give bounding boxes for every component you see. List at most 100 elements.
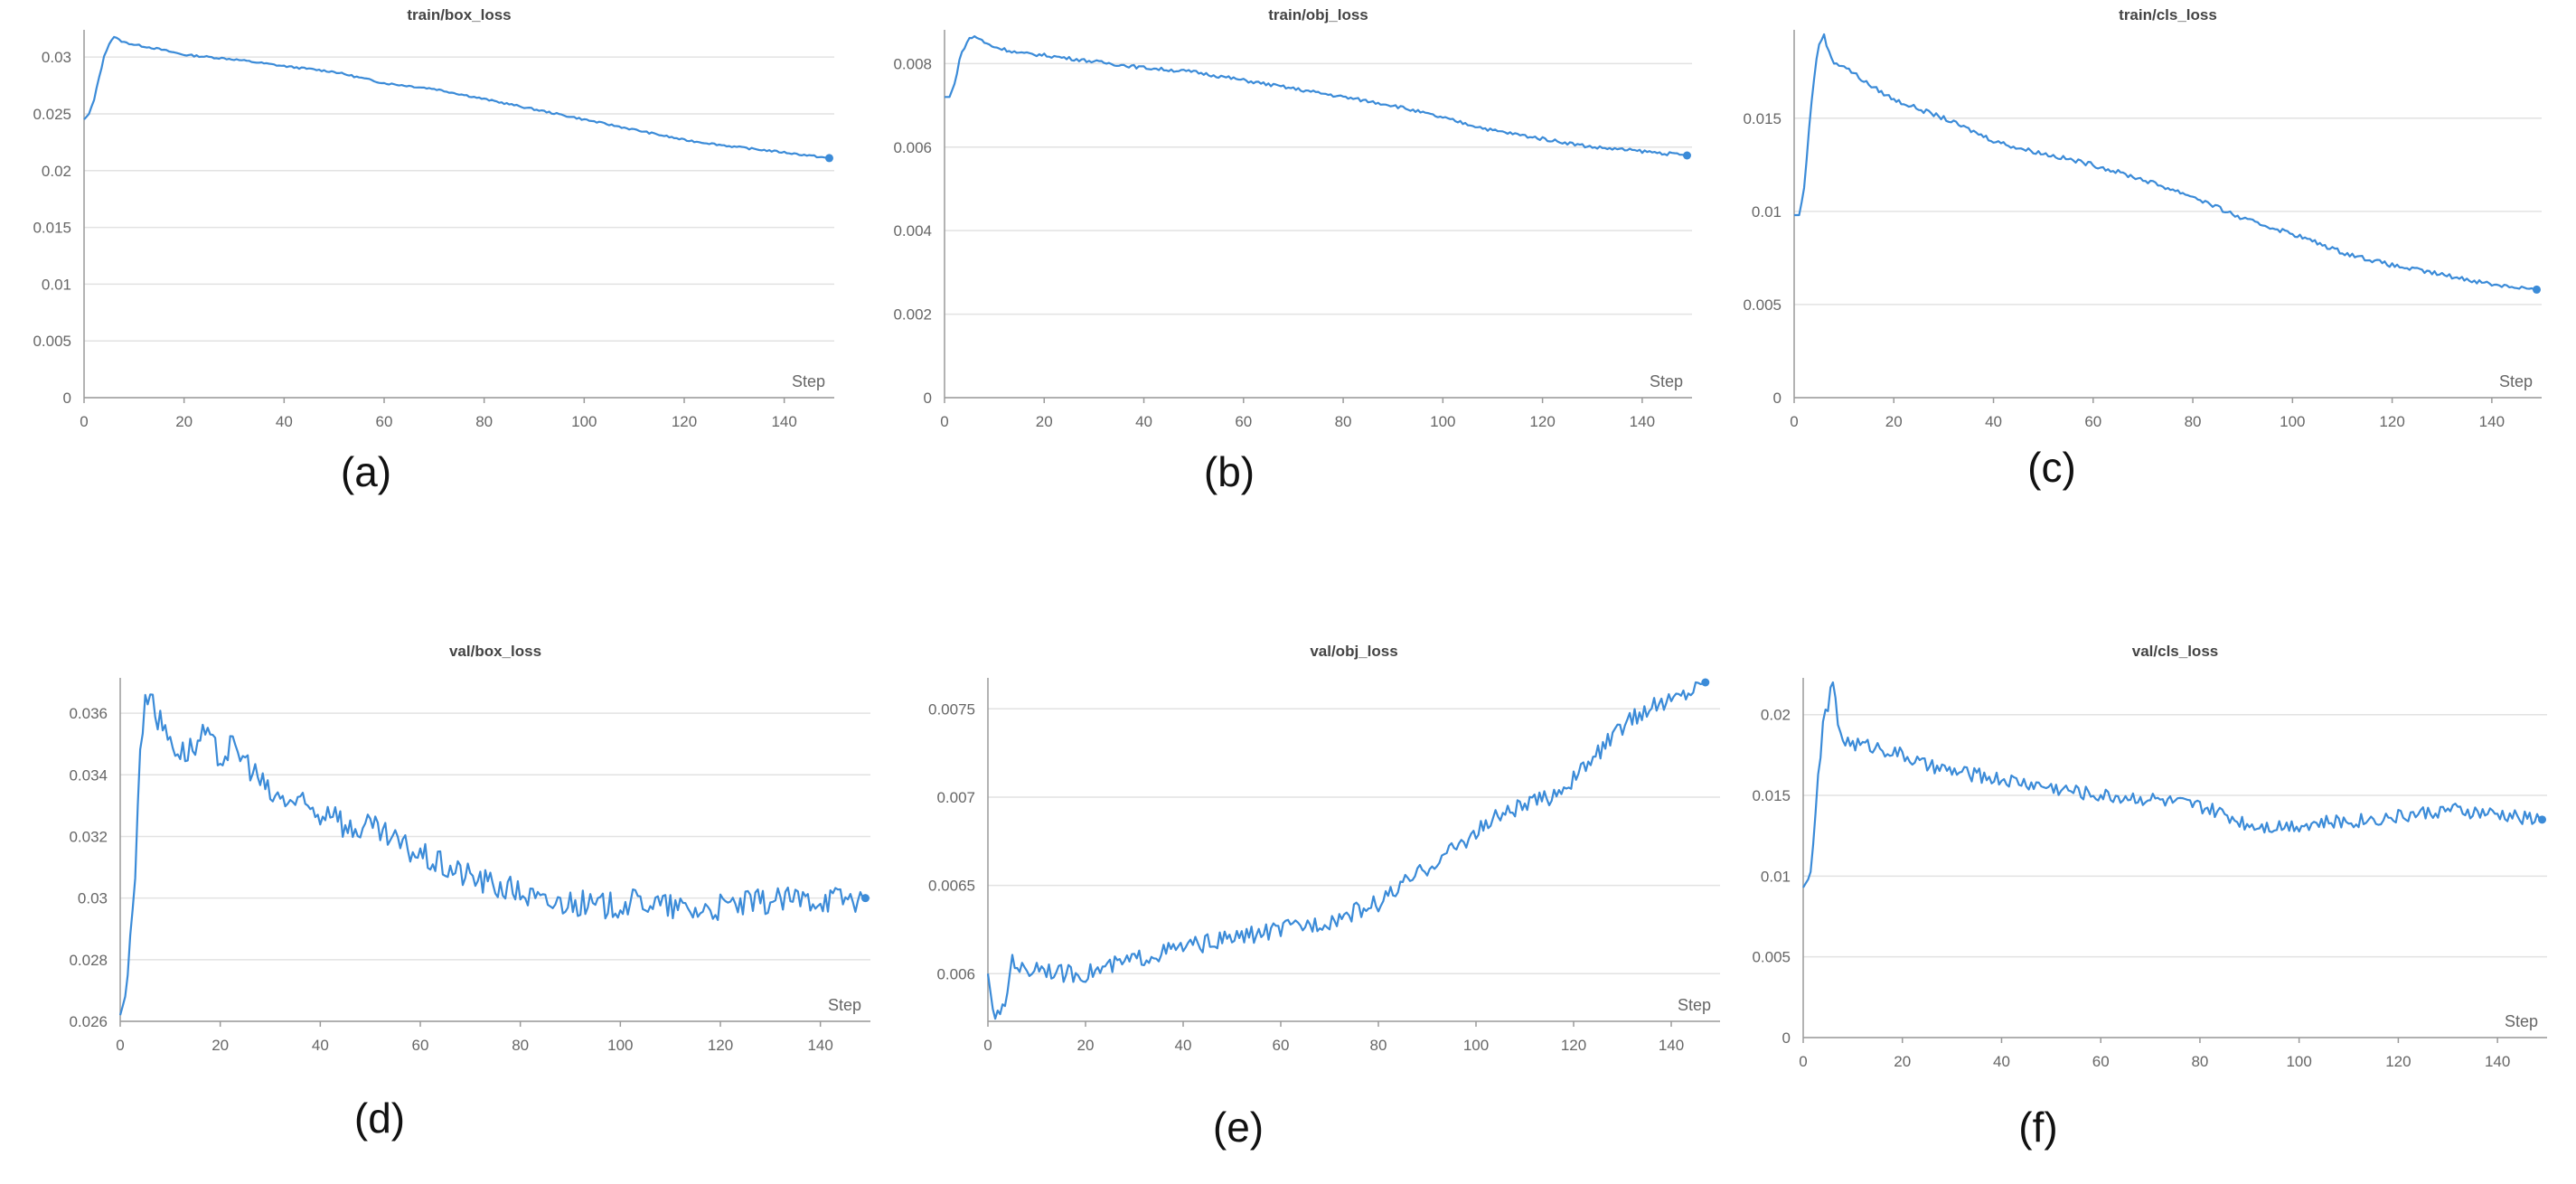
x-axis-label: Step: [828, 996, 861, 1014]
x-tick-label: 140: [771, 413, 796, 430]
series-end-point: [2532, 285, 2541, 294]
panel-caption: (f): [2018, 1104, 2058, 1151]
y-tick-label: 0.008: [893, 55, 932, 72]
y-tick-label: 0: [1782, 1029, 1791, 1047]
y-tick-label: 0.032: [69, 828, 108, 845]
panel-caption: (b): [1203, 448, 1255, 495]
x-axis-label: Step: [1678, 996, 1711, 1014]
y-tick-label: 0.015: [1752, 787, 1791, 804]
y-tick-label: 0.004: [893, 222, 932, 240]
y-tick-label: 0.02: [42, 163, 71, 180]
y-tick-label: 0.026: [69, 1013, 108, 1030]
x-axis-label: Step: [792, 372, 825, 390]
x-tick-label: 20: [1077, 1037, 1095, 1054]
x-tick-label: 40: [312, 1037, 329, 1054]
chart-title: val/cls_loss: [2132, 643, 2218, 660]
x-tick-label: 20: [212, 1037, 229, 1054]
y-tick-label: 0.015: [33, 220, 71, 237]
y-tick-label: 0.028: [69, 952, 108, 969]
x-axis-label: Step: [1650, 372, 1683, 390]
x-tick-label: 100: [571, 413, 597, 430]
x-tick-label: 120: [1529, 413, 1555, 430]
x-tick-label: 100: [1430, 413, 1455, 430]
x-tick-label: 80: [2185, 413, 2202, 430]
y-tick-label: 0: [63, 390, 71, 407]
x-tick-label: 20: [1036, 413, 1053, 430]
y-tick-label: 0.01: [42, 276, 71, 293]
panel-caption: (e): [1212, 1104, 1264, 1151]
x-tick-label: 0: [80, 413, 88, 430]
y-tick-label: 0.02: [1761, 707, 1791, 724]
x-tick-label: 80: [2191, 1053, 2208, 1070]
series-end-point: [860, 894, 870, 903]
x-tick-label: 20: [1885, 413, 1903, 430]
x-tick-label: 120: [1561, 1037, 1586, 1054]
x-tick-label: 60: [2092, 1053, 2110, 1070]
x-tick-label: 20: [175, 413, 193, 430]
x-tick-label: 0: [940, 413, 948, 430]
x-tick-label: 100: [1463, 1037, 1489, 1054]
series-end-point: [2538, 815, 2547, 824]
x-tick-label: 80: [475, 413, 493, 430]
series-line: [945, 34, 1688, 157]
series-end-point: [1682, 151, 1691, 160]
x-tick-label: 40: [276, 413, 293, 430]
x-tick-label: 40: [1993, 1053, 2010, 1070]
y-tick-label: 0.005: [33, 333, 71, 350]
x-tick-label: 140: [2479, 413, 2505, 430]
x-axis-label: Step: [2505, 1012, 2538, 1030]
panel-caption: (c): [2027, 444, 2076, 491]
x-tick-label: 60: [412, 1037, 429, 1054]
series-line: [986, 681, 1706, 1020]
x-tick-label: 60: [1235, 413, 1252, 430]
panel-caption: (a): [340, 448, 392, 495]
y-tick-label: 0.006: [893, 139, 932, 156]
x-tick-label: 100: [2280, 413, 2305, 430]
x-tick-label: 60: [2084, 413, 2101, 430]
y-tick-label: 0: [1773, 390, 1782, 407]
x-tick-label: 60: [376, 413, 393, 430]
x-tick-label: 120: [2379, 413, 2404, 430]
series-line: [1802, 681, 2543, 888]
x-tick-label: 100: [2286, 1053, 2311, 1070]
y-tick-label: 0.006: [936, 965, 975, 982]
chart-title: val/box_loss: [449, 643, 541, 660]
y-tick-label: 0.015: [1743, 110, 1782, 127]
y-tick-label: 0.005: [1743, 296, 1782, 314]
panel-caption: (d): [353, 1095, 406, 1142]
x-tick-label: 0: [116, 1037, 124, 1054]
series-line: [1794, 33, 2537, 291]
x-tick-label: 80: [1335, 413, 1352, 430]
series-line: [83, 35, 830, 159]
y-tick-label: 0.01: [1752, 203, 1782, 221]
x-tick-label: 80: [512, 1037, 529, 1054]
x-tick-label: 120: [2385, 1053, 2411, 1070]
x-tick-label: 120: [708, 1037, 733, 1054]
chart-title: val/obj_loss: [1310, 643, 1397, 660]
y-tick-label: 0.0075: [928, 700, 975, 718]
y-tick-label: 0.0065: [928, 878, 975, 895]
x-tick-label: 100: [607, 1037, 633, 1054]
y-tick-label: 0.03: [78, 890, 108, 907]
x-tick-label: 140: [1630, 413, 1655, 430]
series-end-point: [824, 154, 833, 163]
y-tick-label: 0: [924, 390, 932, 407]
x-tick-label: 0: [1790, 413, 1798, 430]
x-tick-label: 0: [983, 1037, 992, 1054]
x-tick-label: 140: [1659, 1037, 1684, 1054]
chart-title: train/obj_loss: [1268, 6, 1368, 23]
x-tick-label: 0: [1799, 1053, 1807, 1070]
x-tick-label: 40: [1135, 413, 1152, 430]
x-tick-label: 120: [672, 413, 697, 430]
x-tick-label: 80: [1370, 1037, 1387, 1054]
chart-title: train/cls_loss: [2119, 6, 2217, 23]
x-axis-label: Step: [2499, 372, 2533, 390]
chart-title: train/box_loss: [407, 6, 511, 23]
y-tick-label: 0.03: [42, 49, 71, 66]
